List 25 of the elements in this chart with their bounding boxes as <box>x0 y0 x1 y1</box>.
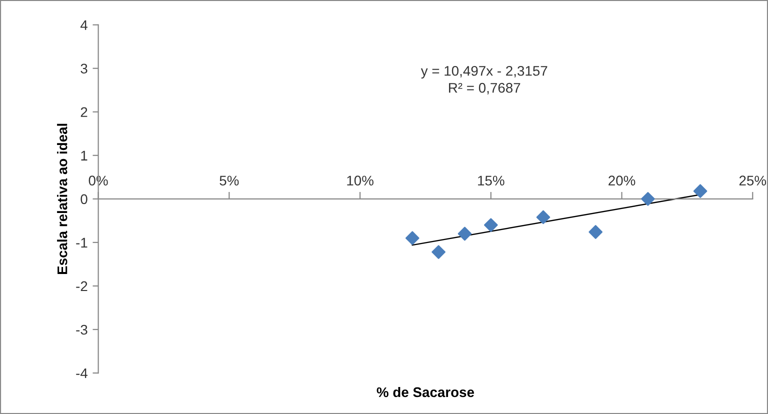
y-tick-label: -1 <box>76 238 88 248</box>
x-tick-label: 15% <box>478 176 504 186</box>
point <box>432 245 446 259</box>
x-axis-title: % de Sacarose <box>376 386 474 398</box>
y-axis-title: Escala relativa ao ideal <box>57 124 68 274</box>
point <box>405 231 420 246</box>
y-tick-label: 4 <box>80 20 88 30</box>
point <box>641 192 655 206</box>
y-tick-label: -3 <box>76 324 88 335</box>
y-tick-label: -4 <box>76 368 88 378</box>
point <box>484 218 498 232</box>
point <box>536 210 550 224</box>
y-tick-label: 0 <box>80 194 88 204</box>
point <box>458 226 472 241</box>
y-tick-label: 1 <box>81 150 88 160</box>
x-tick-label: 5% <box>220 176 239 186</box>
x-tick-label: 20% <box>608 176 636 186</box>
point <box>693 184 708 198</box>
annotation: y = 10,497x - 2,3157 R² = 0,7687 <box>420 66 548 94</box>
y-tick-label: -2 <box>76 281 88 292</box>
x-tick-label: 25% <box>739 176 766 186</box>
x-tick-label: 10% <box>347 176 374 186</box>
point <box>588 225 603 239</box>
y-tick-label: 3 <box>80 64 88 74</box>
y-tick-label: 2 <box>80 107 88 117</box>
